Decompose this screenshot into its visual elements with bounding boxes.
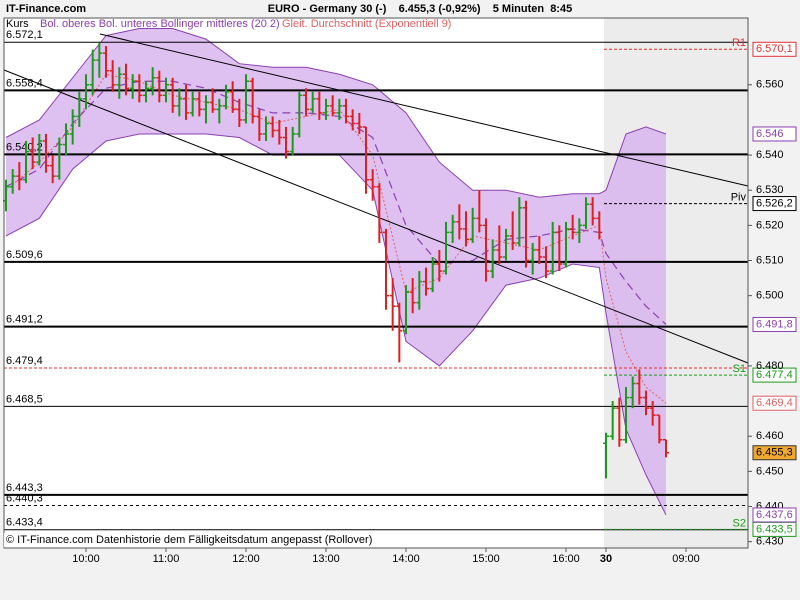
y-tick-label: 6.480 [756, 360, 784, 372]
level-label: 6.509,6 [6, 249, 43, 261]
pivot-box [752, 41, 797, 57]
level-label: 6.540,2 [6, 141, 43, 153]
x-tick-label: 10:00 [72, 553, 100, 565]
pivot-value: 6.477,4 [756, 369, 793, 381]
price-box-label: 6.469,4 [756, 397, 793, 409]
pivot-name: R1 [732, 37, 746, 49]
legend-entry: Bol. oberes Bol. unteres Bollinger mittl… [40, 18, 280, 30]
bollinger-upper [5, 28, 667, 198]
y-tick-label: 6.520 [756, 219, 784, 231]
trend-line [99, 33, 749, 187]
footer: © IT-Finance.com Datenhistorie dem Fälli… [6, 534, 372, 546]
bollinger-middle [5, 80, 667, 325]
level-label: 6.443,3 [6, 482, 43, 494]
footer-bg [4, 533, 364, 547]
bollinger-fill [6, 28, 666, 515]
y-tick-label: 6.560 [756, 79, 784, 91]
y-tick-label: 6.500 [756, 290, 784, 302]
y-tick-label: 6.450 [756, 465, 784, 477]
y-tick-label: 6.530 [756, 184, 784, 196]
price-box [752, 395, 797, 411]
level-label: 6.433,4 [6, 517, 43, 529]
x-tick-label: 13:00 [312, 553, 340, 565]
level-label: 6.491,2 [6, 313, 43, 325]
price-box [752, 507, 797, 523]
pivot-value: 6.526,2 [756, 197, 793, 209]
level-label: 6.440,3 [6, 492, 43, 504]
chart-title: EURO - Germany 30 (-) 6.455,3 (-0,92%) 5… [268, 3, 572, 15]
level-layer: 6.572,1 6.558,4 6.540,2 6.509,6 6.491,2 6.479… [4, 29, 748, 531]
price-box-label: 6.546 [756, 128, 784, 140]
level-label: 6.479,4 [6, 355, 43, 367]
y-tick-label: 6.510 [756, 254, 784, 266]
pivot-box [752, 196, 797, 212]
y-tick-label: 6.460 [756, 430, 784, 442]
x-tick-label: 12:00 [232, 553, 260, 565]
price-box-label: 6.455,3 [756, 447, 793, 459]
price-box [752, 316, 797, 332]
plot-border [3, 17, 749, 549]
level-label: 6.572,1 [6, 29, 43, 41]
y-tick-label: 6.440 [756, 500, 784, 512]
price-box-label: 6.437,6 [756, 509, 793, 521]
pivot-value: 6.433,5 [756, 523, 793, 535]
brand: IT-Finance.com [6, 3, 86, 15]
price-box [752, 126, 797, 142]
level-label: 6.558,4 [6, 77, 43, 89]
price-box-label: 6.491,8 [756, 318, 793, 330]
pivot-name: S1 [733, 363, 746, 375]
trend-line [3, 69, 749, 364]
x-tick-label: 09:00 [672, 553, 700, 565]
price-label: Kurs [6, 18, 29, 30]
pivot-name: Piv [731, 191, 747, 203]
bar-layer [3, 42, 669, 479]
y-tick-label: 6.430 [756, 536, 784, 548]
legend-entry: Gleit. Durchschnitt (Exponentiell 9) [282, 18, 451, 30]
y-tick-label: 6.540 [756, 149, 784, 161]
x-tick-label: 16:00 [552, 553, 580, 565]
pivot-value: 6.570,1 [756, 43, 793, 55]
pivot-box [752, 367, 797, 383]
price-box [752, 445, 797, 461]
x-tick-label: 14:00 [392, 553, 420, 565]
x-tick-label: 15:00 [472, 553, 500, 565]
x-tick-label: 30 [600, 553, 612, 565]
x-tick-label: 11:00 [153, 553, 180, 565]
axis-layer: 6.570,16.526,26.477,46.433,56.4306.4406.… [72, 41, 797, 565]
pivot-name: S2 [733, 517, 746, 529]
level-label: 6.468,5 [6, 393, 43, 405]
